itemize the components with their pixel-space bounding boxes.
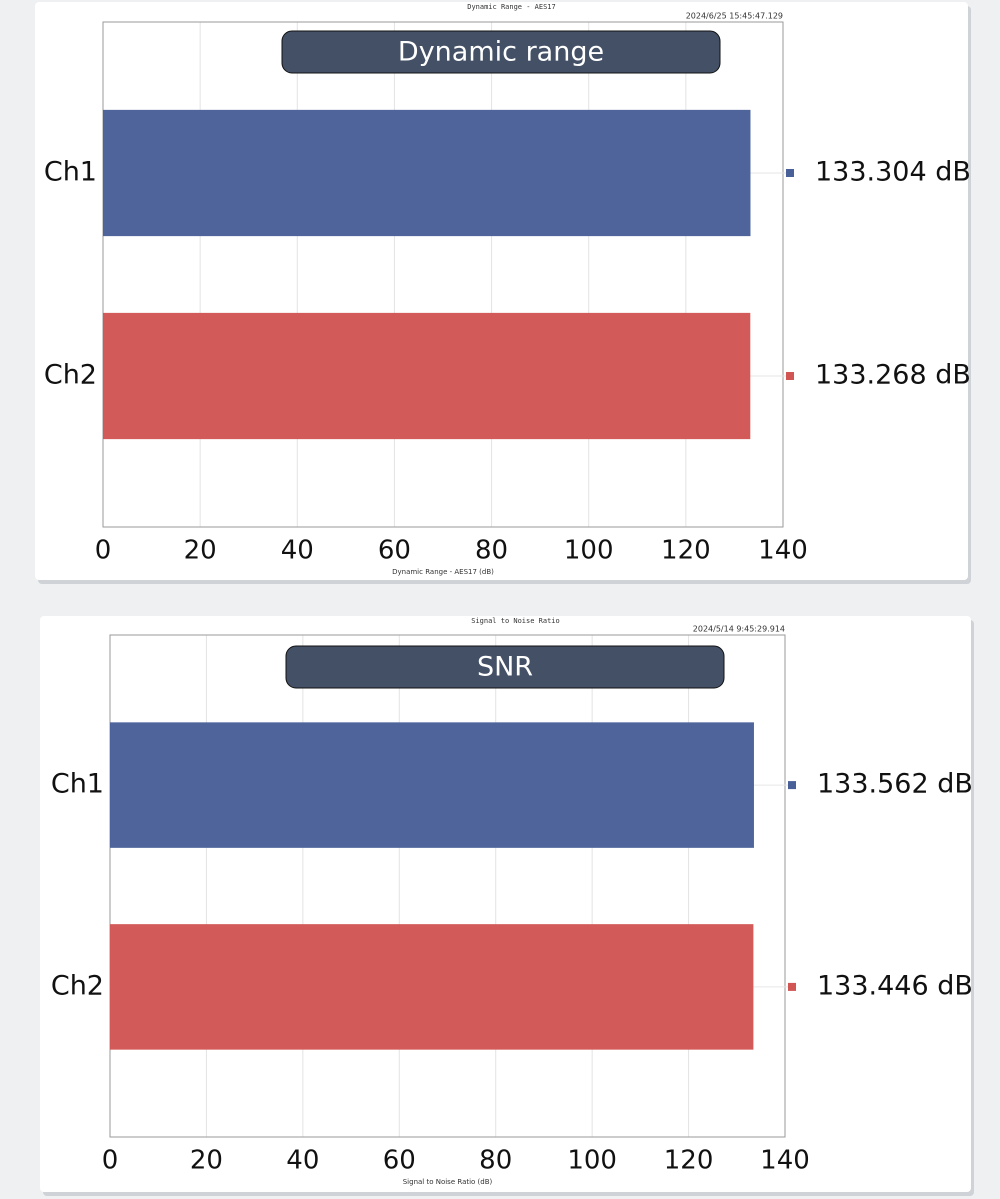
value-marker <box>788 982 796 991</box>
value-marker <box>786 372 794 381</box>
value-label: 133.446 dB <box>817 970 973 1001</box>
value-label: 133.562 dB <box>817 769 973 800</box>
value-marker <box>788 781 796 790</box>
timestamp: 2024/5/14 9:45:29.914 <box>693 625 785 634</box>
banner-text: SNR <box>477 652 533 683</box>
panel <box>35 2 968 580</box>
x-tick-label: 140 <box>758 536 808 566</box>
chart-title: Dynamic Range - AES17 <box>467 3 556 11</box>
chart-title: Signal to Noise Ratio <box>471 617 560 625</box>
x-tick-label: 80 <box>479 1146 512 1176</box>
plot-frame <box>102 21 784 528</box>
x-tick-label: 120 <box>664 1146 714 1176</box>
x-axis-title: Signal to Noise Ratio (dB) <box>403 1178 493 1186</box>
x-tick-label: 40 <box>281 536 314 566</box>
x-tick-label: 0 <box>95 536 112 566</box>
x-tick-label: 80 <box>475 536 508 566</box>
value-label: 133.304 dB <box>815 156 971 187</box>
x-tick-label: 40 <box>286 1146 319 1176</box>
category-label: Ch1 <box>51 769 104 800</box>
plot-frame <box>109 634 786 1138</box>
x-tick-label: 100 <box>567 1146 617 1176</box>
x-axis-title: Dynamic Range - AES17 (dB) <box>392 568 494 576</box>
panel <box>40 616 971 1192</box>
x-tick-label: 0 <box>102 1146 119 1176</box>
value-marker <box>786 168 794 177</box>
bar <box>103 109 751 237</box>
bar <box>110 924 754 1050</box>
banner-box <box>281 30 721 74</box>
x-tick-label: 20 <box>184 536 217 566</box>
timestamp: 2024/6/25 15:45:47.129 <box>686 12 783 21</box>
category-label: Ch2 <box>51 970 104 1001</box>
x-tick-label: 140 <box>760 1146 810 1176</box>
x-tick-label: 60 <box>383 1146 416 1176</box>
bar <box>103 312 751 440</box>
category-label: Ch1 <box>44 156 97 187</box>
banner-box <box>285 645 725 689</box>
x-tick-label: 20 <box>190 1146 223 1176</box>
x-tick-label: 120 <box>661 536 711 566</box>
x-tick-label: 60 <box>378 536 411 566</box>
x-tick-label: 100 <box>564 536 614 566</box>
bar <box>110 722 754 848</box>
value-label: 133.268 dB <box>815 360 971 391</box>
banner-text: Dynamic range <box>398 37 604 68</box>
category-label: Ch2 <box>44 360 97 391</box>
